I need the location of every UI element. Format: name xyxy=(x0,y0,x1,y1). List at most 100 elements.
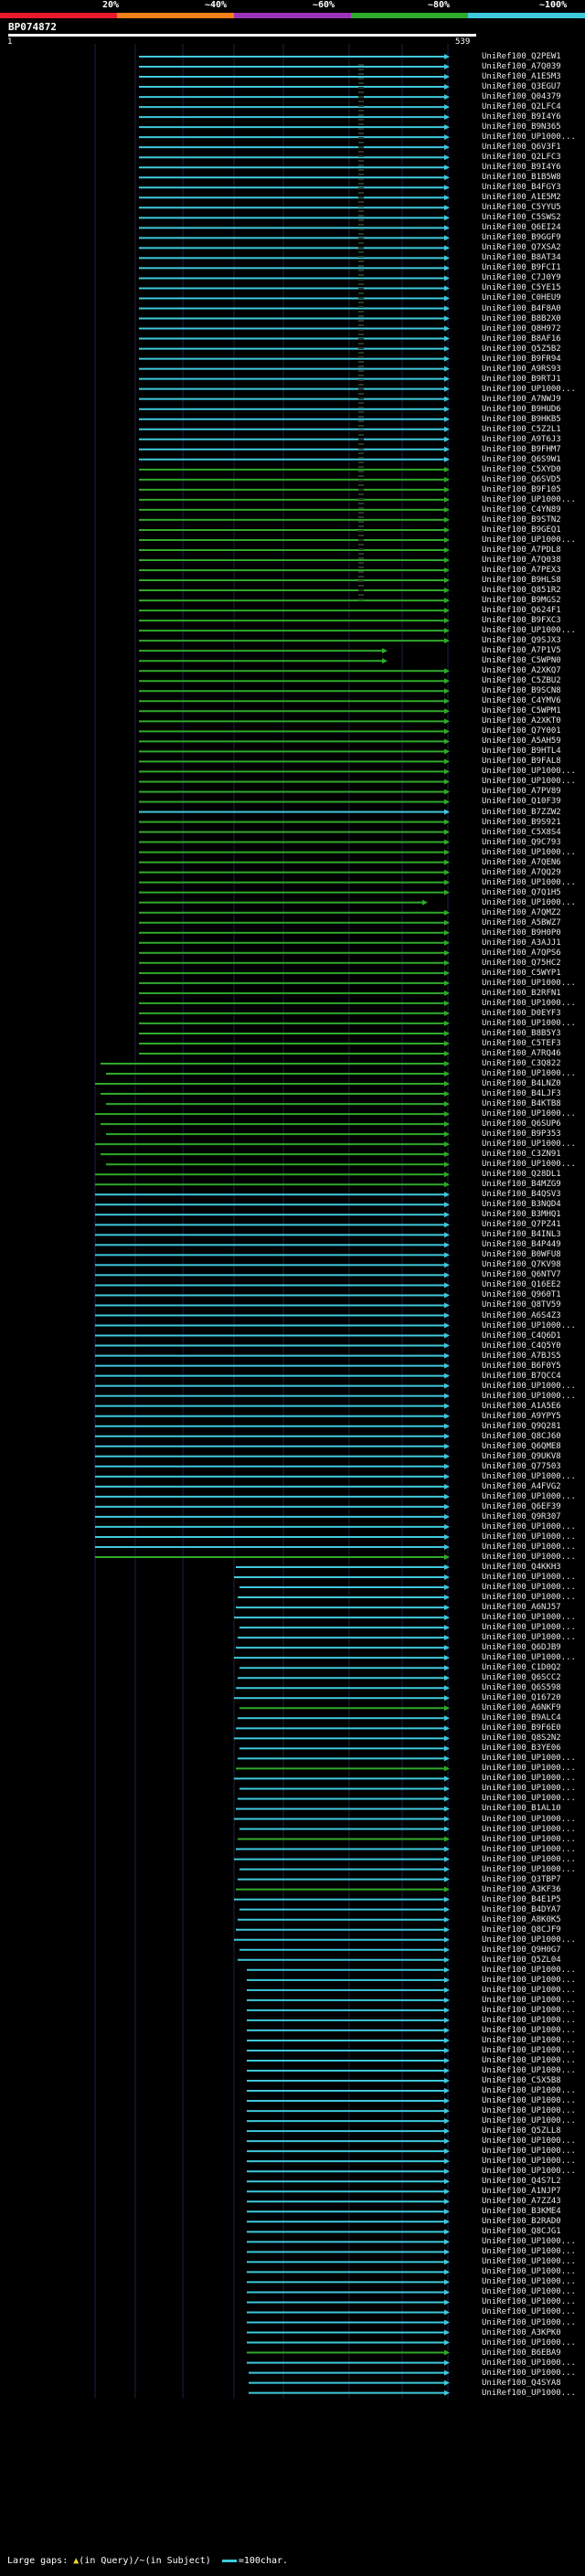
hit-label[interactable]: UniRef100_Q4SYA8 xyxy=(482,2378,561,2388)
hit-label[interactable]: UniRef100_C5YYU5 xyxy=(482,203,561,213)
hit-label[interactable]: UniRef100_B4DYA7 xyxy=(482,1904,561,1914)
hit-label[interactable]: UniRef100_B7QCC4 xyxy=(482,1371,561,1381)
hit-label[interactable]: UniRef100_B4LNZ0 xyxy=(482,1079,561,1089)
hit-label[interactable]: UniRef100_B0WFU8 xyxy=(482,1250,561,1260)
hit-label[interactable]: UniRef100_C4Q6D1 xyxy=(482,1330,561,1341)
hit-label[interactable]: UniRef100_A7Q038 xyxy=(482,556,561,565)
hit-label[interactable]: UniRef100_Q9C793 xyxy=(482,837,561,847)
hit-label[interactable]: UniRef100_B9F6E0 xyxy=(482,1723,561,1733)
hit-label[interactable]: UniRef100_A3KPK0 xyxy=(482,2327,561,2337)
hit-label[interactable]: UniRef100_UP1000... xyxy=(482,494,576,504)
hit-label[interactable]: UniRef100_Q16EE2 xyxy=(482,1280,561,1290)
hit-label[interactable]: UniRef100_C5ZBU2 xyxy=(482,676,561,686)
hit-label[interactable]: UniRef100_Q6DJB9 xyxy=(482,1643,561,1653)
hit-label[interactable]: UniRef100_B8B2X0 xyxy=(482,313,561,323)
hit-label[interactable]: UniRef100_B4MZG9 xyxy=(482,1180,561,1190)
hit-label[interactable]: UniRef100_UP1000... xyxy=(482,1935,576,1945)
hit-label[interactable]: UniRef100_B3YE06 xyxy=(482,1744,561,1754)
hit-label[interactable]: UniRef100_C3Q822 xyxy=(482,1059,561,1068)
hit-label[interactable]: UniRef100_UP1000... xyxy=(482,1854,576,1864)
hit-label[interactable]: UniRef100_Q7Y001 xyxy=(482,726,561,737)
hit-label[interactable]: UniRef100_B9HTL4 xyxy=(482,747,561,757)
hit-label[interactable]: UniRef100_UP1000... xyxy=(482,2055,576,2065)
hit-label[interactable]: UniRef100_B9I4Y6 xyxy=(482,112,561,122)
hit-label[interactable]: UniRef100_B9HKB5 xyxy=(482,414,561,424)
hit-label[interactable]: UniRef100_UP1000... xyxy=(482,2136,576,2147)
hit-label[interactable]: UniRef100_B2RAD0 xyxy=(482,2217,561,2227)
hit-label[interactable]: UniRef100_B9P353 xyxy=(482,1129,561,1140)
hit-label[interactable]: UniRef100_Q2PEW1 xyxy=(482,52,561,61)
hit-label[interactable]: UniRef100_UP1000... xyxy=(482,877,576,887)
hit-label[interactable]: UniRef100_UP1000... xyxy=(482,1965,576,1975)
hit-label[interactable]: UniRef100_UP1000... xyxy=(482,535,576,545)
hit-label[interactable]: UniRef100_B9N365 xyxy=(482,122,561,133)
hit-label[interactable]: UniRef100_UP1000... xyxy=(482,897,576,907)
hit-label[interactable]: UniRef100_A5AH59 xyxy=(482,737,561,747)
hit-label[interactable]: UniRef100_A6NKF9 xyxy=(482,1703,561,1713)
hit-label[interactable]: UniRef100_UP1000... xyxy=(482,2035,576,2045)
hit-label[interactable]: UniRef100_C4Q5Y0 xyxy=(482,1341,561,1351)
hit-label[interactable]: UniRef100_UP1000... xyxy=(482,2368,576,2378)
hit-label[interactable]: UniRef100_Q6SVD5 xyxy=(482,474,561,484)
hit-label[interactable]: UniRef100_UP1000... xyxy=(482,1834,576,1844)
hit-label[interactable]: UniRef100_Q7Q1H5 xyxy=(482,887,561,897)
hit-label[interactable]: UniRef100_UP1000... xyxy=(482,1653,576,1663)
hit-label[interactable]: UniRef100_Q8TV59 xyxy=(482,1300,561,1310)
hit-label[interactable]: UniRef100_UP1000... xyxy=(482,2025,576,2035)
hit-label[interactable]: UniRef100_B7ZZW2 xyxy=(482,807,561,817)
hit-label[interactable]: UniRef100_UP1000... xyxy=(482,2167,576,2177)
hit-label[interactable]: UniRef100_UP1000... xyxy=(482,2015,576,2025)
hit-label[interactable]: UniRef100_Q6SUP6 xyxy=(482,1119,561,1129)
hit-label[interactable]: UniRef100_UP1000... xyxy=(482,998,576,1008)
hit-label[interactable]: UniRef100_A3AJJ1 xyxy=(482,938,561,948)
hit-label[interactable]: UniRef100_Q6V3F1 xyxy=(482,143,561,153)
hit-label[interactable]: UniRef100_Q9UKV8 xyxy=(482,1451,561,1461)
hit-label[interactable]: UniRef100_Q16720 xyxy=(482,1693,561,1703)
hit-label[interactable]: UniRef100_UP1000... xyxy=(482,2066,576,2075)
hit-label[interactable]: UniRef100_UP1000... xyxy=(482,1109,576,1119)
hit-label[interactable]: UniRef100_UP1000... xyxy=(482,1844,576,1854)
hit-label[interactable]: UniRef100_UP1000... xyxy=(482,2257,576,2267)
hit-label[interactable]: UniRef100_UP1000... xyxy=(482,1542,576,1552)
hit-label[interactable]: UniRef100_UP1000... xyxy=(482,1623,576,1633)
hit-label[interactable]: UniRef100_UP1000... xyxy=(482,1018,576,1028)
hit-label[interactable]: UniRef100_UP1000... xyxy=(482,847,576,857)
hit-label[interactable]: UniRef100_UP1000... xyxy=(482,2388,576,2398)
hit-label[interactable]: UniRef100_Q77503 xyxy=(482,1461,561,1471)
hit-label[interactable]: UniRef100_B9FXC3 xyxy=(482,616,561,626)
hit-label[interactable]: UniRef100_UP1000... xyxy=(482,1391,576,1401)
hit-label[interactable]: UniRef100_UP1000... xyxy=(482,2045,576,2055)
hit-label[interactable]: UniRef100_Q960T1 xyxy=(482,1290,561,1300)
hit-label[interactable]: UniRef100_UP1000... xyxy=(482,1140,576,1150)
hit-label[interactable]: UniRef100_A9T6J3 xyxy=(482,434,561,444)
hit-label[interactable]: UniRef100_A4FVG2 xyxy=(482,1481,561,1491)
hit-label[interactable]: UniRef100_B4LJF3 xyxy=(482,1089,561,1099)
hit-label[interactable]: UniRef100_C5SWS2 xyxy=(482,213,561,223)
hit-label[interactable]: UniRef100_UP1000... xyxy=(482,1491,576,1501)
hit-label[interactable]: UniRef100_Q6NTV7 xyxy=(482,1270,561,1280)
hit-label[interactable]: UniRef100_B9SCN8 xyxy=(482,686,561,696)
hit-label[interactable]: UniRef100_UP1000... xyxy=(482,1521,576,1532)
hit-label[interactable]: UniRef100_UP1000... xyxy=(482,777,576,787)
hit-label[interactable]: UniRef100_A5BWZ7 xyxy=(482,917,561,928)
hit-label[interactable]: UniRef100_C5X8S4 xyxy=(482,827,561,837)
hit-label[interactable]: UniRef100_UP1000... xyxy=(482,1613,576,1623)
hit-label[interactable]: UniRef100_B9STN2 xyxy=(482,514,561,525)
hit-label[interactable]: UniRef100_UP1000... xyxy=(482,978,576,988)
hit-label[interactable]: UniRef100_A7QQ29 xyxy=(482,867,561,877)
hit-label[interactable]: UniRef100_UP1000... xyxy=(482,2237,576,2247)
hit-label[interactable]: UniRef100_Q3TBP7 xyxy=(482,1874,561,1884)
hit-label[interactable]: UniRef100_B1B5W8 xyxy=(482,173,561,183)
hit-label[interactable]: UniRef100_UP1000... xyxy=(482,1552,576,1562)
hit-label[interactable]: UniRef100_Q8H972 xyxy=(482,323,561,334)
hit-label[interactable]: UniRef100_UP1000... xyxy=(482,1573,576,1583)
hit-label[interactable]: UniRef100_B9S921 xyxy=(482,817,561,827)
hit-label[interactable]: UniRef100_C4YMV6 xyxy=(482,696,561,706)
hit-label[interactable]: UniRef100_A1A5E6 xyxy=(482,1401,561,1411)
hit-label[interactable]: UniRef100_C0HEU9 xyxy=(482,293,561,303)
hit-label[interactable]: UniRef100_UP1000... xyxy=(482,2317,576,2327)
hit-label[interactable]: UniRef100_UP1000... xyxy=(482,1593,576,1603)
hit-label[interactable]: UniRef100_A7QEN6 xyxy=(482,857,561,867)
hit-label[interactable]: UniRef100_B8AF16 xyxy=(482,334,561,344)
hit-label[interactable]: UniRef100_B2RFN1 xyxy=(482,988,561,998)
